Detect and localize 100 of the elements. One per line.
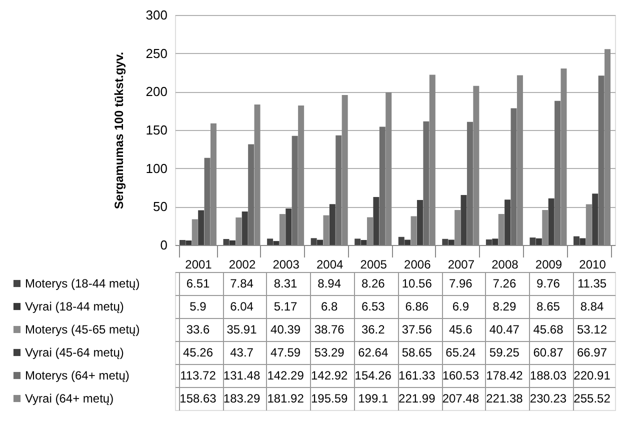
bar [198,210,204,245]
legend-label: Vyrai (18-44 metų) [25,300,124,314]
data-label: 38.76 [314,322,345,336]
x-tick-label: 2001 [185,258,212,272]
data-label: 142.29 [267,368,304,382]
data-label: 47.59 [270,346,301,360]
data-label: 255.52 [574,392,611,406]
data-label: 8.94 [318,276,342,290]
data-label: 65.24 [446,346,476,360]
legend-label: Vyrai (64+ metų) [25,392,114,406]
data-label: 230.23 [530,392,567,406]
data-label: 8.65 [536,300,560,314]
bar [580,238,586,245]
data-label: 58.65 [402,346,432,360]
data-label: 178.42 [486,368,524,382]
data-label: 195.59 [310,392,348,406]
data-label: 37.56 [402,322,432,336]
data-label: 221.99 [398,392,436,406]
x-tick-label: 2005 [360,258,388,272]
data-label: 6.86 [405,300,429,314]
bar [223,238,230,245]
data-label: 6.8 [320,300,338,314]
bar [336,135,342,245]
x-tick-label: 2010 [579,258,606,272]
legend-label: Moterys (45-65 metų) [25,322,140,336]
y-tick-label: 0 [160,238,168,252]
x-tick-label: 2004 [316,258,344,272]
data-label: 161.33 [398,368,436,382]
data-label: 8.84 [580,300,604,314]
x-tick-label: 2007 [448,258,475,272]
data-label: 7.96 [448,276,473,290]
bar [329,204,336,245]
x-tick-label: 2006 [404,258,432,272]
y-tick-label: 200 [146,84,168,100]
data-label: 131.48 [223,368,260,382]
data-label: 207.48 [442,392,480,406]
data-label: 5.17 [274,300,298,314]
data-label: 6.53 [361,300,386,314]
bar [379,126,386,245]
data-label: 45.68 [533,322,564,336]
bar [554,100,561,245]
bar [286,208,292,245]
data-label: 45.26 [182,346,214,360]
data-label: 45.6 [448,322,473,336]
bar [460,194,467,245]
bar [242,211,248,245]
data-label: 60.87 [533,346,564,360]
bar [423,121,430,245]
bar [248,144,254,245]
bar [360,240,367,245]
bar [373,196,380,245]
data-label: 53.12 [577,322,608,336]
data-label: 6.51 [186,276,210,290]
data-label: 11.35 [577,276,607,290]
legend-label: Moterys (64+ metų) [25,368,130,382]
bar [536,238,542,245]
data-label: 113.72 [180,368,216,382]
data-label: 5.9 [190,300,207,314]
data-label: 8.26 [361,276,386,290]
legend-label: Vyrai (45-64 metų) [25,346,124,360]
data-label: 158.63 [180,392,217,406]
data-label: 7.84 [230,276,254,290]
legend-label: Moterys (18-44 metų) [25,276,140,290]
bar [548,198,554,245]
bar [598,76,604,245]
bar [492,238,498,245]
data-label: 220.91 [574,368,611,382]
data-label: 10.56 [402,276,432,290]
bar [267,238,274,245]
data-label: 35.91 [226,322,258,336]
bar [186,240,192,245]
bar [466,122,473,245]
y-tick-label: 50 [153,199,168,214]
data-label: 66.97 [577,346,608,360]
data-label: 188.03 [530,368,567,382]
y-tick-label: 250 [146,46,168,61]
bar [592,194,598,245]
data-label: 181.92 [267,392,304,406]
x-tick-label: 2002 [228,258,256,272]
bar [574,236,580,245]
data-label: 62.64 [358,346,388,360]
bar [510,108,517,245]
data-label: 183.29 [223,392,260,406]
bar [317,240,324,245]
bar [310,238,317,245]
data-label: 53.29 [314,346,345,360]
bar [179,240,186,245]
data-label: 59.25 [489,346,520,360]
y-axis-title: Sergamumas 100 tūkst.gyv. [112,52,126,210]
x-tick-label: 2003 [272,258,300,272]
bar [204,158,210,245]
bar [530,238,536,245]
bar [504,200,511,245]
data-label: 7.26 [492,276,516,290]
data-label: 8.31 [274,276,298,290]
x-tick-label: 2008 [492,258,519,272]
data-label: 36.2 [361,322,386,336]
data-label: 199.1 [358,392,388,406]
bar [354,238,361,245]
data-label: 221.38 [486,392,524,406]
